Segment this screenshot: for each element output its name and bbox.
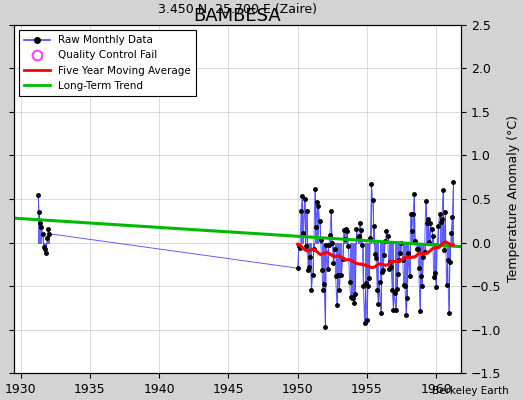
Y-axis label: Temperature Anomaly (°C): Temperature Anomaly (°C) [507,116,520,282]
Text: 3.450 N, 25.700 E (Zaire): 3.450 N, 25.700 E (Zaire) [158,3,317,16]
Text: Berkeley Earth: Berkeley Earth [432,386,508,396]
Title: BAMBESA: BAMBESA [193,7,281,25]
Legend: Raw Monthly Data, Quality Control Fail, Five Year Moving Average, Long-Term Tren: Raw Monthly Data, Quality Control Fail, … [19,30,197,96]
